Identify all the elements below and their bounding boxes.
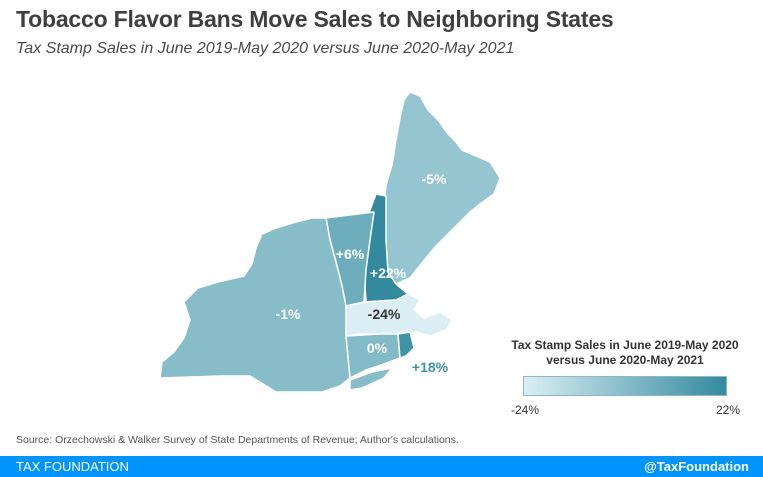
state-connecticut xyxy=(345,333,401,379)
state-new-york-long-island xyxy=(349,367,393,391)
map-subtitle: Tax Stamp Sales in June 2019-May 2020 ve… xyxy=(16,40,515,57)
label-vermont: +6% xyxy=(336,246,365,262)
map-title: Tobacco Flavor Bans Move Sales to Neighb… xyxy=(16,6,614,32)
state-new-york xyxy=(159,217,351,393)
legend-title: Tax Stamp Sales in June 2019-May 2020 ve… xyxy=(511,338,739,367)
legend-max-label: 22% xyxy=(716,403,741,417)
label-rhode-island: +18% xyxy=(412,359,449,375)
label-new-hampshire: +22% xyxy=(370,265,407,281)
label-connecticut: 0% xyxy=(367,340,388,356)
label-massachusetts: -24% xyxy=(368,306,401,322)
state-rhode-island xyxy=(397,331,415,359)
northeast-map: -5% +22% +6% -1% -24% 0% +18% xyxy=(159,91,501,393)
label-maine: -5% xyxy=(422,171,447,187)
legend-min-label: -24% xyxy=(511,403,540,417)
label-new-york: -1% xyxy=(276,306,301,322)
footer-brand: TAX FOUNDATION xyxy=(16,459,129,474)
footer-handle: @TaxFoundation xyxy=(644,459,749,474)
legend-gradient-bar xyxy=(523,376,727,396)
footer-bar: TAX FOUNDATION @TaxFoundation xyxy=(0,456,763,477)
state-maine xyxy=(383,91,501,285)
source-note: Source: Orzechowski & Walker Survey of S… xyxy=(16,434,459,446)
